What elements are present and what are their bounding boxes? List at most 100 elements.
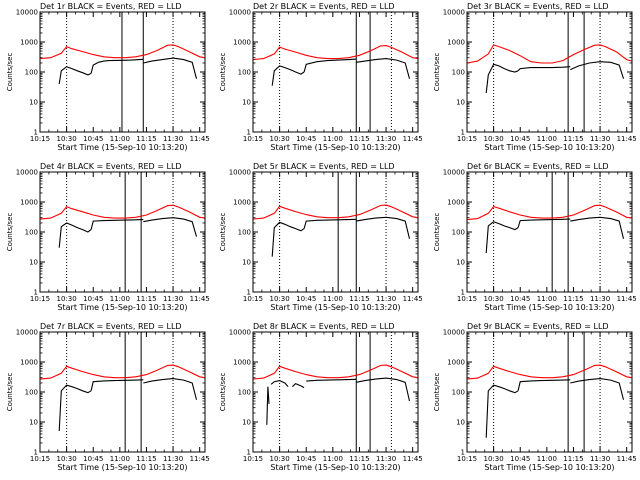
y-tick-label: 100 — [452, 69, 465, 77]
y-tick-label: 1 — [461, 289, 465, 297]
x-tick-label: 11:45 — [190, 135, 210, 143]
y-axis-label: Counts/sec — [219, 53, 227, 92]
y-axis-label: Counts/sec — [433, 373, 441, 412]
x-tick-label: 10:45 — [510, 295, 530, 303]
y-tick-label: 1 — [247, 289, 251, 297]
x-axis-label: Start Time (15-Sep-10 10:13:20) — [270, 303, 400, 312]
x-tick-label: 10:45 — [296, 455, 316, 463]
y-tick-label: 10 — [242, 259, 251, 267]
y-tick-label: 100 — [25, 69, 38, 77]
x-tick-label: 11:45 — [190, 455, 210, 463]
x-tick-label: 11:15 — [563, 135, 583, 143]
x-tick-label: 10:45 — [510, 135, 530, 143]
x-tick-label: 11:00 — [323, 295, 343, 303]
y-tick-label: 100 — [25, 389, 38, 397]
x-tick-label: 10:15 — [243, 135, 263, 143]
events-series-line — [143, 217, 198, 237]
events-series-line — [90, 219, 144, 230]
panel-title: Det 8r BLACK = Events, RED = LLD — [253, 322, 395, 331]
x-tick-label: 11:15 — [563, 455, 583, 463]
x-tick-label: 11:30 — [163, 455, 183, 463]
y-axis-label: Counts/sec — [433, 53, 441, 92]
lld-series-line — [39, 44, 206, 60]
x-tick-label: 11:30 — [163, 295, 183, 303]
lld-series-line — [39, 364, 206, 380]
plot-frame — [39, 11, 206, 133]
events-series-line — [356, 58, 411, 79]
x-axis-label: Start Time (15-Sep-10 10:13:20) — [484, 143, 614, 152]
plot-frame — [252, 11, 419, 133]
y-tick-label: 1 — [461, 129, 465, 137]
x-tick-label: 10:45 — [510, 455, 530, 463]
plot-frame — [39, 331, 206, 453]
panel-title: Det 3r BLACK = Events, RED = LLD — [467, 2, 609, 11]
y-tick-label: 10000 — [229, 329, 251, 337]
x-tick-label: 10:30 — [484, 295, 504, 303]
x-tick-label: 10:30 — [484, 135, 504, 143]
panel-title: Det 4r BLACK = Events, RED = LLD — [40, 162, 182, 171]
events-series-line — [271, 65, 305, 86]
events-series-line — [90, 379, 144, 391]
y-axis-label: Counts/sec — [6, 213, 14, 252]
events-series-line — [356, 216, 411, 239]
lld-series-line — [252, 45, 419, 61]
panel-det-8: Det 8r BLACK = Events, RED = LLD Counts/s… — [219, 322, 423, 472]
x-tick-label: 11:00 — [537, 455, 557, 463]
x-tick-label: 11:00 — [110, 455, 130, 463]
panel-title: Det 5r BLACK = Events, RED = LLD — [253, 162, 395, 171]
events-series-line — [517, 66, 571, 72]
y-tick-label: 1000 — [233, 199, 251, 207]
y-tick-label: 100 — [238, 69, 251, 77]
plot-frame — [466, 331, 633, 453]
x-tick-label: 11:30 — [376, 455, 396, 463]
y-axis-label: Counts/sec — [433, 213, 441, 252]
x-tick-label: 10:30 — [484, 455, 504, 463]
x-tick-label: 10:30 — [270, 295, 290, 303]
y-tick-label: 100 — [238, 389, 251, 397]
y-tick-label: 10 — [29, 99, 38, 107]
x-tick-label: 11:15 — [349, 295, 369, 303]
panel-title: Det 9r BLACK = Events, RED = LLD — [467, 322, 609, 331]
y-tick-label: 10 — [29, 419, 38, 427]
lld-series-line — [466, 204, 633, 221]
events-series-line — [485, 384, 519, 438]
panel-title: Det 2r BLACK = Events, RED = LLD — [253, 2, 395, 11]
events-series-line — [58, 222, 92, 248]
y-tick-label: 10000 — [16, 9, 38, 17]
y-tick-label: 10 — [456, 99, 465, 107]
y-axis-label: Counts/sec — [219, 213, 227, 252]
panel-title: Det 7r BLACK = Events, RED = LLD — [40, 322, 182, 331]
lld-series-line — [466, 44, 633, 64]
x-tick-label: 10:15 — [30, 295, 50, 303]
y-tick-label: 10 — [29, 259, 38, 267]
x-tick-label: 10:45 — [83, 135, 103, 143]
y-tick-label: 10000 — [229, 9, 251, 17]
plot-frame — [252, 331, 419, 453]
x-tick-label: 11:15 — [563, 295, 583, 303]
y-tick-label: 100 — [238, 229, 251, 237]
x-tick-label: 10:15 — [457, 295, 477, 303]
y-tick-label: 1000 — [447, 199, 465, 207]
x-axis-label: Start Time (15-Sep-10 10:13:20) — [484, 463, 614, 472]
y-tick-label: 1 — [34, 449, 38, 457]
y-axis-label: Counts/sec — [219, 373, 227, 412]
y-tick-label: 1000 — [233, 359, 251, 367]
panel-det-1: Det 1r BLACK = Events, RED = LLD Counts/s… — [6, 2, 210, 152]
panel-det-4: Det 4r BLACK = Events, RED = LLD Counts/s… — [6, 162, 210, 312]
events-series-line — [271, 221, 305, 257]
x-tick-label: 11:00 — [110, 295, 130, 303]
events-series-line — [90, 58, 144, 74]
y-tick-label: 10000 — [16, 169, 38, 177]
x-tick-label: 11:00 — [537, 295, 557, 303]
events-series-line — [485, 221, 519, 254]
y-tick-label: 100 — [452, 389, 465, 397]
x-tick-label: 11:45 — [617, 295, 637, 303]
y-tick-label: 10 — [242, 419, 251, 427]
plot-frame — [466, 171, 633, 293]
panel-det-3: Det 3r BLACK = Events, RED = LLD Counts/s… — [433, 2, 637, 152]
events-series-line — [485, 63, 519, 94]
x-tick-label: 10:30 — [270, 455, 290, 463]
y-tick-label: 10 — [456, 419, 465, 427]
y-tick-label: 10000 — [16, 329, 38, 337]
x-tick-label: 11:00 — [323, 135, 343, 143]
